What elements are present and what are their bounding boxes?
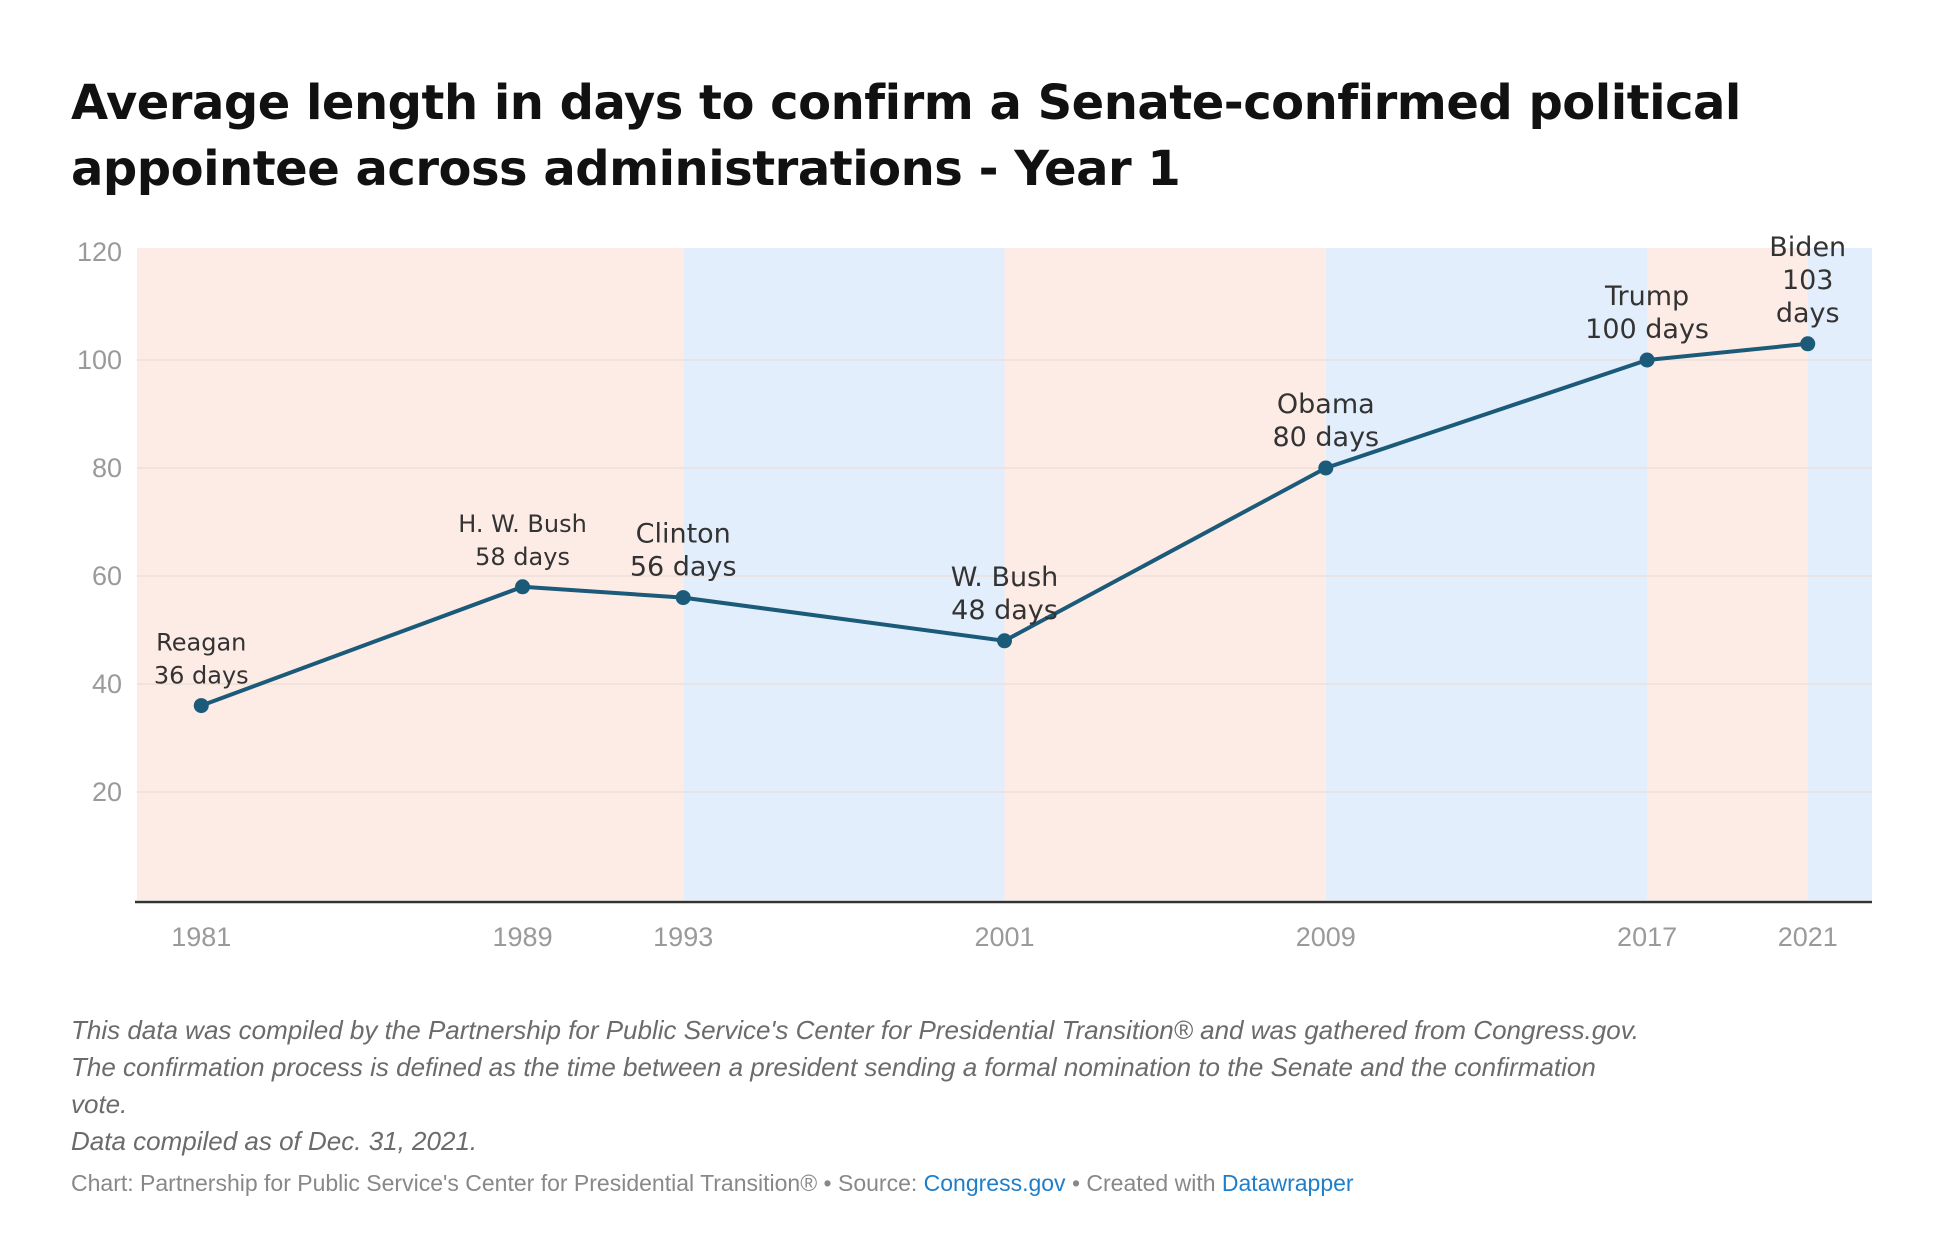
annotation-value: 48 days (951, 595, 1058, 626)
data-annotations: Reagan 36 days H. W. Bush 58 days Clinton56 … (154, 232, 1846, 690)
annotation-value: 100 days (1585, 314, 1709, 345)
annotation-name: Reagan (156, 629, 246, 657)
note-line-3: vote. (71, 1089, 128, 1119)
annotation-value: 56 days (630, 552, 737, 583)
data-point[interactable] (193, 698, 209, 714)
band-republican (137, 248, 684, 900)
annotation-value: 103 (1782, 265, 1834, 296)
x-tick-label: 2001 (974, 922, 1034, 952)
chart-title: Average length in days to confirm a Sena… (71, 70, 1771, 202)
data-point[interactable] (1639, 352, 1655, 368)
annotation-name: Biden (1769, 232, 1846, 263)
data-point[interactable] (997, 633, 1012, 649)
byline-created-text: • Created with (1065, 1170, 1222, 1196)
note-line-1: This data was compiled by the Partnershi… (71, 1015, 1639, 1045)
band-democrat (1807, 248, 1872, 900)
x-tick-label: 2021 (1778, 922, 1838, 952)
y-tick-label: 100 (77, 345, 122, 375)
y-axis-tick-labels: 20 40 60 80 100 120 (77, 237, 122, 807)
annotation-name: Clinton (636, 519, 731, 550)
annotation-name: Obama (1277, 389, 1375, 420)
y-tick-label: 40 (92, 669, 122, 699)
datawrapper-link[interactable]: Datawrapper (1221, 1170, 1354, 1196)
chart-notes: This data was compiled by the Partnershi… (71, 1012, 1891, 1160)
note-line-4: Data compiled as of Dec. 31, 2021. (71, 1126, 478, 1156)
annotation-value: days (1776, 298, 1840, 329)
chart-title-line-1: Average length in days to confirm a Sena… (71, 75, 1741, 131)
band-democrat (1325, 248, 1648, 900)
y-tick-label: 20 (92, 777, 122, 807)
x-tick-label: 1981 (171, 922, 231, 952)
chart-byline: Chart: Partnership for Public Service's … (71, 1170, 1354, 1197)
data-point[interactable] (1318, 460, 1334, 476)
x-axis: 1981 1989 1993 2001 2009 2017 2021 (135, 900, 1872, 952)
annotation-value: 58 days (475, 543, 570, 571)
annotation-value: 80 days (1272, 422, 1379, 453)
data-point[interactable] (515, 579, 531, 595)
y-tick-label: 60 (92, 561, 122, 591)
series-line-group (193, 336, 1816, 714)
byline-credit: Chart: Partnership for Public Service's … (71, 1170, 924, 1196)
x-tick-label: 1989 (493, 922, 553, 952)
note-line-2: The confirmation process is defined as t… (71, 1052, 1596, 1082)
x-tick-label: 2017 (1617, 922, 1677, 952)
annotation-value: 36 days (154, 662, 249, 690)
x-tick-label: 1993 (653, 922, 713, 952)
y-tick-label: 120 (77, 237, 122, 267)
source-link[interactable]: Congress.gov (923, 1170, 1066, 1196)
data-point[interactable] (675, 590, 691, 606)
data-point[interactable] (1800, 336, 1816, 352)
y-tick-label: 80 (92, 453, 122, 483)
chart-title-line-2: appointee across administrations - Year … (71, 141, 1181, 197)
x-tick-label: 2009 (1296, 922, 1356, 952)
annotation-name: H. W. Bush (458, 510, 587, 538)
annotation-name: Trump (1604, 281, 1689, 312)
annotation-name: W. Bush (951, 562, 1059, 593)
gridlines (137, 359, 1872, 793)
